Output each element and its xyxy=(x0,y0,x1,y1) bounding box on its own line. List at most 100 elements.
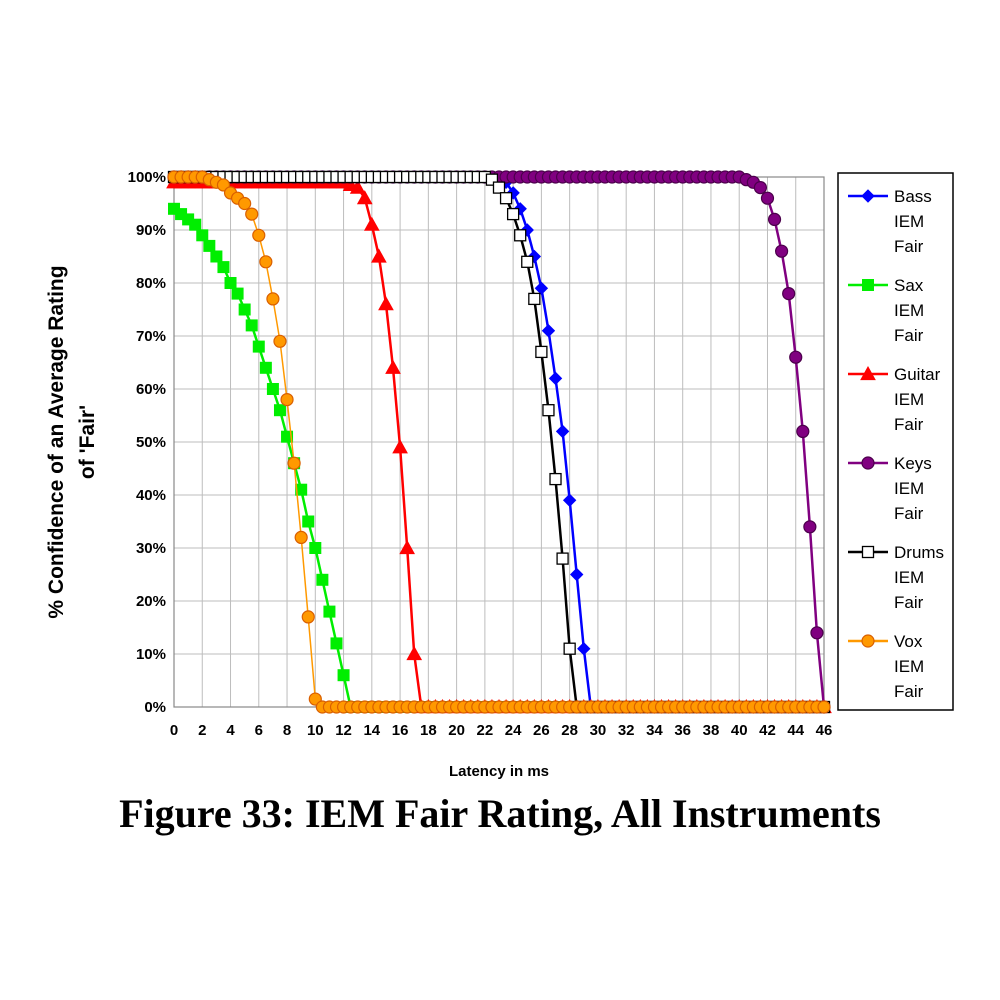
data-point xyxy=(252,228,266,242)
data-point xyxy=(273,334,287,348)
x-tick-label: 16 xyxy=(392,722,409,739)
data-point xyxy=(259,255,273,269)
data-point xyxy=(385,359,401,374)
x-axis-ticks: 0 2 4 6 8 10 12 14 16 18 20 22 24 26 28 30 32 34 36 38 40 42 4… xyxy=(170,722,833,739)
data-point xyxy=(189,218,202,231)
y-tick-label: 70% xyxy=(136,328,166,345)
legend-swatch-marker xyxy=(861,634,875,648)
x-tick-label: 42 xyxy=(759,722,776,739)
legend-label: IEM xyxy=(894,568,924,587)
legend-label: Bass xyxy=(894,187,932,206)
y-axis-ticks: 0% 10% 20% 30% 40% 50% 60% 70% 80% 90% 100% xyxy=(128,169,166,716)
series-line xyxy=(173,207,824,709)
data-point xyxy=(535,345,548,359)
data-point xyxy=(485,173,499,186)
series-sax xyxy=(168,202,830,713)
legend-label: IEM xyxy=(894,301,924,320)
y-axis-title-line-1: % Confidence of an Average Rating xyxy=(45,265,68,618)
x-tick-label: 32 xyxy=(618,722,635,739)
data-point xyxy=(378,296,394,311)
x-tick-label: 28 xyxy=(561,722,578,739)
data-point xyxy=(245,207,259,221)
data-point xyxy=(534,281,549,296)
legend-label: Fair xyxy=(894,237,924,256)
data-point xyxy=(577,641,591,656)
x-tick-label: 36 xyxy=(674,722,691,739)
data-point xyxy=(392,439,408,454)
legend-entry-guitar: Guitar IEM Fair xyxy=(848,365,941,434)
x-tick-label: 24 xyxy=(505,722,522,739)
legend-entry-keys: Keys IEM Fair xyxy=(848,454,932,523)
data-point xyxy=(760,191,775,205)
data-point xyxy=(803,520,817,534)
data-point xyxy=(196,229,209,242)
data-point xyxy=(506,207,520,221)
data-point xyxy=(528,292,541,306)
x-tick-label: 46 xyxy=(816,722,833,739)
legend-swatch-marker xyxy=(861,189,875,203)
data-point xyxy=(541,323,556,338)
data-point xyxy=(349,179,366,194)
legend-entry-drums: Drums IEM Fair xyxy=(848,543,944,612)
data-point xyxy=(224,277,237,289)
x-tick-label: 0 xyxy=(170,722,178,739)
legend-box xyxy=(837,172,954,711)
y-tick-label: 50% xyxy=(136,434,166,451)
y-tick-label: 40% xyxy=(136,487,166,504)
data-point xyxy=(767,212,782,226)
data-point xyxy=(549,472,562,486)
data-point xyxy=(499,192,513,205)
data-point xyxy=(259,361,272,374)
data-point xyxy=(775,244,789,258)
data-point xyxy=(548,371,563,386)
legend-swatch-marker xyxy=(862,279,874,291)
data-point xyxy=(399,539,416,555)
legend-label: Drums xyxy=(894,543,944,562)
data-point xyxy=(330,637,343,650)
x-tick-label: 38 xyxy=(703,722,720,739)
data-point xyxy=(323,605,336,618)
data-point xyxy=(514,229,527,242)
figure-caption: Figure 33: IEM Fair Rating, All Instrume… xyxy=(119,791,881,836)
y-axis-title-line-2: of 'Fair' xyxy=(76,405,99,479)
legend-label: IEM xyxy=(894,479,924,498)
data-point xyxy=(301,610,315,624)
data-point xyxy=(302,515,315,528)
data-point xyxy=(406,645,423,661)
x-tick-label: 44 xyxy=(787,722,804,739)
data-point xyxy=(796,424,810,438)
legend-label: Keys xyxy=(894,454,932,473)
data-point xyxy=(337,669,350,682)
data-point xyxy=(287,456,301,470)
legend-label: Vox xyxy=(894,632,923,651)
gridlines xyxy=(173,176,825,708)
legend-label: IEM xyxy=(894,212,924,231)
data-point xyxy=(245,319,258,332)
y-tick-label: 10% xyxy=(136,646,166,663)
data-point xyxy=(252,340,265,353)
data-point xyxy=(521,255,534,268)
legend-swatch-marker xyxy=(861,456,875,470)
legend-entry-sax: Sax IEM Fair xyxy=(848,276,924,345)
data-point xyxy=(570,567,584,582)
legend-label: Sax xyxy=(894,276,924,295)
data-point xyxy=(492,181,506,194)
x-tick-label: 22 xyxy=(477,722,494,739)
data-point xyxy=(266,383,279,395)
legend-swatch-marker xyxy=(861,545,875,559)
x-tick-label: 2 xyxy=(198,722,206,739)
data-point xyxy=(266,292,280,306)
data-point xyxy=(542,404,555,417)
data-point xyxy=(789,350,803,364)
legend-label: Fair xyxy=(894,326,924,345)
data-point xyxy=(782,287,796,301)
series-vox xyxy=(167,170,831,714)
data-point xyxy=(563,642,576,655)
legend-label: IEM xyxy=(894,657,924,676)
legend-label: IEM xyxy=(894,390,924,409)
x-tick-label: 12 xyxy=(335,722,352,739)
data-point xyxy=(294,530,308,545)
x-tick-label: 14 xyxy=(363,722,380,739)
x-tick-label: 34 xyxy=(646,722,663,739)
